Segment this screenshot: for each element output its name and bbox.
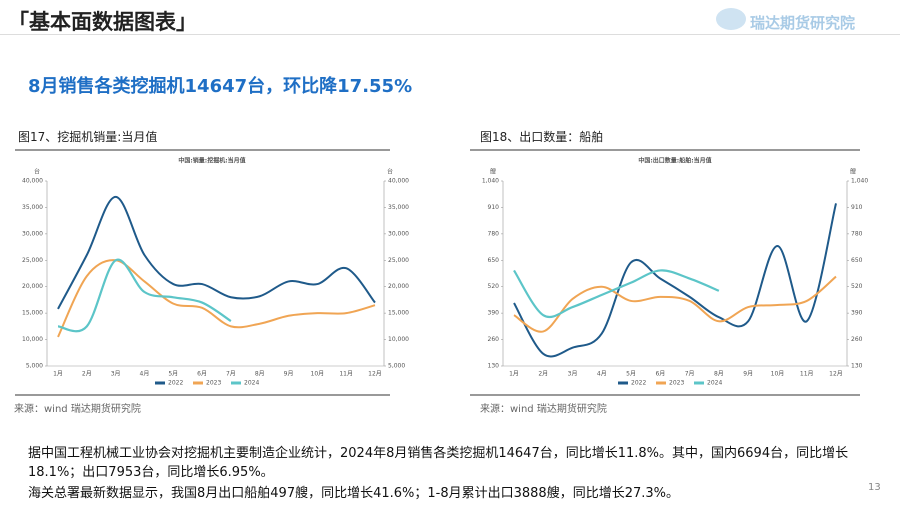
caption: 图17、挖掘机销量:当月值 [18,130,158,144]
x-tick-label: 6月 [197,371,207,378]
line [57,258,232,333]
source: 来源：wind 瑞达期货研究院 [14,404,141,415]
x-tick-label: 5月 [168,371,178,378]
x-tick-label: 1月 [53,371,63,378]
legend-label: 2023 [206,380,221,387]
x-tick-label: 8月 [714,371,724,378]
page-number: 13 [868,482,881,493]
x-tick-label: 4月 [140,371,150,378]
legend-label: 2022 [631,380,646,387]
y2-unit: 艘 [850,168,856,176]
x-tick-label: 12月 [829,371,843,378]
y-tick-label: 25,000 [22,257,43,264]
x-tick-label: 11月 [800,371,814,378]
legend-label: 2022 [168,380,183,387]
y2-tick-label: 15,000 [388,310,409,317]
y-tick-label: 35,000 [22,204,43,211]
line [513,269,720,319]
x-tick-label: 2月 [82,371,92,378]
x-tick-label: 3月 [568,371,578,378]
line [57,195,376,310]
y2-tick-label: 520 [851,283,863,290]
x-tick-label: 12月 [368,371,382,378]
y-tick-label: 30,000 [22,230,43,237]
body-text: 海关总署最新数据显示，我国8月出口船舶497艘，同比增长41.6%；1-8月累计… [28,486,679,501]
logo: 瑞达期货研究院 [750,14,856,32]
slide-title: 「基本面数据图表」 [8,10,197,34]
y-tick-label: 15,000 [22,310,43,317]
y2-tick-label: 780 [851,230,863,237]
x-tick-label: 11月 [339,371,353,378]
x-tick-label: 3月 [111,371,121,378]
x-tick-label: 10月 [771,371,785,378]
headline: 8月销售各类挖掘机14647台，环比降17.55% [28,76,413,97]
y-tick-label: 40,000 [22,178,43,185]
y2-tick-label: 25,000 [388,257,409,264]
legend-label: 2024 [707,380,722,387]
y2-tick-label: 910 [851,204,863,211]
y2-unit: 台 [387,168,393,176]
y2-tick-label: 5,000 [388,363,405,370]
x-tick-label: 9月 [284,371,294,378]
y-tick-label: 390 [488,310,500,317]
x-tick-label: 8月 [255,371,265,378]
legend-label: 2023 [669,380,684,387]
y2-tick-label: 260 [851,336,863,343]
y-tick-label: 260 [488,336,500,343]
source: 来源：wind 瑞达期货研究院 [480,404,607,415]
y-tick-label: 5,000 [26,363,43,370]
line [513,275,837,333]
y2-tick-label: 10,000 [388,336,409,343]
x-tick-label: 1月 [509,371,519,378]
y-tick-label: 650 [488,257,500,264]
y2-tick-label: 1,040 [851,178,868,185]
caption: 图18、出口数量：船舶 [480,130,604,144]
logo-icon [716,8,746,30]
y2-tick-label: 130 [851,363,863,370]
y2-tick-label: 390 [851,310,863,317]
x-tick-label: 6月 [655,371,665,378]
y-tick-label: 10,000 [22,336,43,343]
y2-tick-label: 650 [851,257,863,264]
y-tick-label: 520 [488,283,500,290]
body-text: 据中国工程机械工业协会对挖掘机主要制造企业统计，2024年8月销售各类挖掘机14… [28,446,849,480]
chart-title: 中国:销量:挖掘机:当月值 [178,157,245,165]
y2-tick-label: 40,000 [388,178,409,185]
x-tick-label: 7月 [685,371,695,378]
y-tick-label: 130 [488,363,500,370]
x-tick-label: 7月 [226,371,236,378]
y2-tick-label: 20,000 [388,283,409,290]
x-tick-label: 10月 [311,371,325,378]
x-tick-label: 4月 [597,371,607,378]
chart-title: 中国:出口数量:船舶:当月值 [638,157,711,165]
line [57,259,376,338]
y2-tick-label: 35,000 [388,204,409,211]
x-tick-label: 5月 [626,371,636,378]
legend-label: 2024 [244,380,259,387]
divider [0,34,900,35]
x-tick-label: 2月 [538,371,548,378]
y-unit: 台 [34,168,40,176]
y-tick-label: 20,000 [22,283,43,290]
y-tick-label: 1,040 [482,178,499,185]
y-tick-label: 910 [488,204,500,211]
y-unit: 艘 [490,168,496,176]
y-tick-label: 780 [488,230,500,237]
line [513,203,837,358]
x-tick-label: 9月 [743,371,753,378]
y2-tick-label: 30,000 [388,230,409,237]
